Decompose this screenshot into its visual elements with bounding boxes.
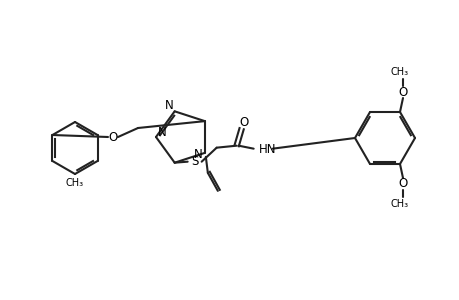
Text: N: N	[157, 125, 166, 139]
Text: O: O	[239, 116, 248, 129]
Text: S: S	[190, 155, 198, 168]
Text: CH₃: CH₃	[390, 67, 408, 77]
Text: O: O	[108, 130, 118, 143]
Text: HN: HN	[258, 143, 275, 156]
Text: N: N	[165, 99, 174, 112]
Text: CH₃: CH₃	[66, 178, 84, 188]
Text: N: N	[193, 148, 202, 161]
Text: O: O	[397, 85, 407, 98]
Text: CH₃: CH₃	[390, 199, 408, 209]
Text: O: O	[397, 178, 407, 190]
